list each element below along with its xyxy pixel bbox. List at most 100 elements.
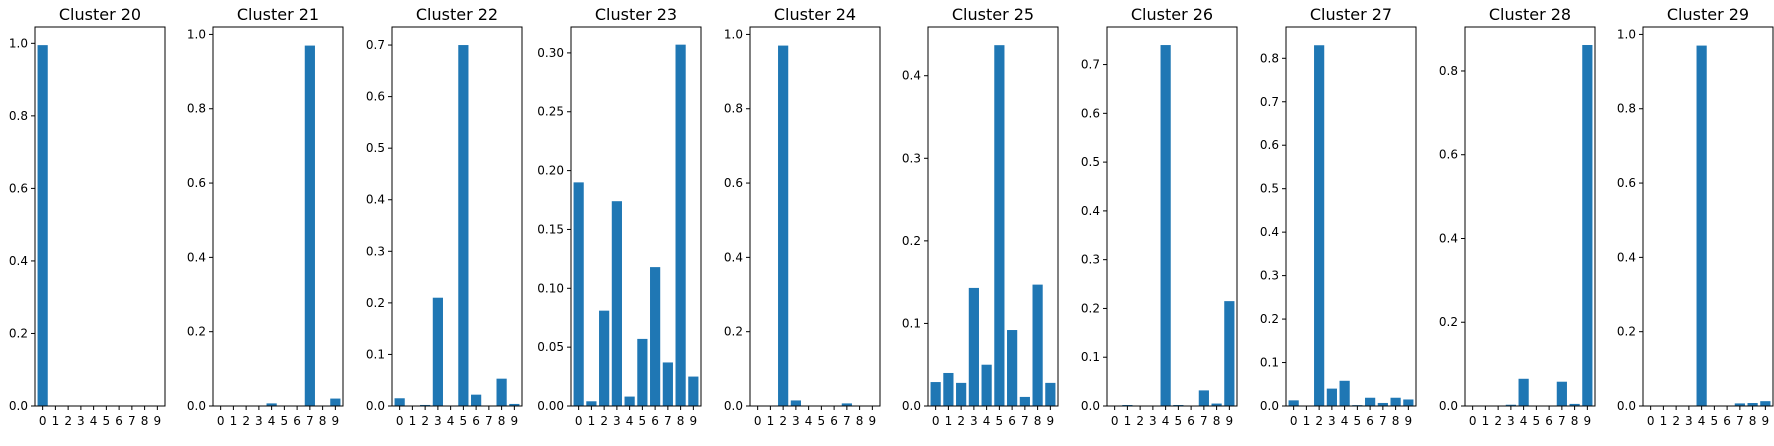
x-tick-label: 3	[1685, 414, 1693, 428]
chart-panel-8: Cluster 28 0 1 2 3 4 5 6 7 8 9 0.0 0.2 0.4 0.6 0.8	[1439, 5, 1596, 428]
bar-4	[624, 396, 635, 406]
bar-3	[611, 201, 622, 406]
y-tick-label: 0.6	[1260, 138, 1279, 152]
bar-4	[1160, 45, 1171, 407]
y-tick-label: 0.7	[1260, 95, 1279, 109]
x-tick-label: 4	[90, 414, 98, 428]
y-tick-label: 0.6	[1439, 148, 1458, 162]
chart-panel-4: Cluster 24 0 1 2 3 4 5 6 7 8 9 0.0 0.2 0.4 0.6 0.8 1.0	[724, 5, 881, 428]
y-tick-label: 0.0	[724, 399, 743, 413]
x-tick-label: 5	[996, 414, 1004, 428]
chart-title: Cluster 25	[952, 5, 1034, 24]
bar-9	[1403, 399, 1414, 406]
axes-frame	[1106, 26, 1238, 407]
bar-7	[841, 403, 852, 406]
x-tick-label: 5	[281, 414, 289, 428]
x-tick-label: 6	[1545, 414, 1553, 428]
bar-4	[981, 364, 992, 406]
x-tick-label: 2	[1494, 414, 1502, 428]
bar-8	[1211, 403, 1222, 406]
bar-7	[662, 362, 673, 406]
x-tick-label: 7	[1736, 414, 1744, 428]
x-tick-label: 6	[293, 414, 301, 428]
x-tick-label: 5	[818, 414, 826, 428]
x-tick-label: 2	[600, 414, 608, 428]
x-tick-label: 3	[255, 414, 263, 428]
x-tick-label: 6	[472, 414, 480, 428]
bar-9	[330, 398, 341, 406]
y-tick-label: 1.0	[724, 27, 743, 41]
y-tick-label: 0.30	[537, 46, 564, 60]
bar-6	[1007, 330, 1018, 406]
bar-9	[1582, 45, 1593, 406]
x-tick-label: 9	[1762, 414, 1770, 428]
x-tick-label: 1	[1303, 414, 1311, 428]
x-tick-label: 7	[485, 414, 493, 428]
chart-panel-0: Cluster 20 0 1 2 3 4 5 6 7 8 9 0.0 0.2 0.4 0.6 0.8 1.0	[9, 5, 166, 428]
x-tick-label: 8	[141, 414, 149, 428]
chart-panel-3: Cluster 23 0 1 2 3 4 5 6 7 8 9 0.00 0.05 0.10 0.15 0.20…	[537, 5, 702, 428]
y-tick-label: 0.3	[1081, 253, 1100, 267]
bar-6	[1365, 397, 1376, 406]
x-tick-label: 1	[1124, 414, 1132, 428]
x-tick-label: 7	[1200, 414, 1208, 428]
x-tick-label: 0	[1111, 414, 1119, 428]
chart-title: Cluster 27	[1310, 5, 1392, 24]
y-tick-label: 0.8	[1260, 51, 1279, 65]
x-tick-label: 4	[1520, 414, 1528, 428]
axes-frame	[927, 26, 1059, 407]
x-tick-label: 2	[779, 414, 787, 428]
x-tick-label: 7	[664, 414, 672, 428]
y-tick-label: 0.2	[366, 296, 385, 310]
bar-9	[1045, 382, 1056, 406]
x-tick-label: 2	[1672, 414, 1680, 428]
x-tick-label: 8	[319, 414, 327, 428]
chart-title: Cluster 26	[1131, 5, 1213, 24]
x-tick-label: 7	[1379, 414, 1387, 428]
x-tick-label: 7	[1021, 414, 1029, 428]
x-tick-label: 9	[1047, 414, 1055, 428]
y-tick-label: 0.5	[1260, 182, 1279, 196]
bar-2	[420, 404, 431, 406]
bar-9	[688, 376, 699, 406]
chart-panel-2: Cluster 22 0 1 2 3 4 5 6 7 8 9 0.0 0.1 0.2 0.3 0.4 0.5 0.…	[366, 5, 523, 428]
x-tick-label: 5	[1533, 414, 1541, 428]
y-tick-label: 0.2	[1617, 325, 1636, 339]
x-tick-label: 6	[115, 414, 123, 428]
x-tick-label: 0	[754, 414, 762, 428]
x-tick-label: 9	[1405, 414, 1413, 428]
y-tick-label: 0.25	[537, 105, 564, 119]
y-tick-label: 0.0	[1617, 399, 1636, 413]
y-tick-label: 1.0	[9, 36, 28, 50]
bar-9	[1760, 401, 1771, 406]
x-tick-label: 2	[1315, 414, 1323, 428]
y-tick-label: 0.2	[1260, 312, 1279, 326]
bar-7	[304, 45, 315, 406]
chart-panel-1: Cluster 21 0 1 2 3 4 5 6 7 8 9 0.0 0.2 0.4 0.6 0.8 1.0	[187, 5, 344, 428]
chart-title: Cluster 21	[237, 5, 319, 24]
x-tick-label: 4	[1162, 414, 1170, 428]
y-tick-label: 0.1	[1081, 350, 1100, 364]
x-tick-label: 3	[792, 414, 800, 428]
x-tick-label: 8	[498, 414, 506, 428]
x-tick-label: 3	[434, 414, 442, 428]
x-tick-label: 5	[1711, 414, 1719, 428]
bar-0	[573, 182, 584, 406]
chart-panel-7: Cluster 27 0 1 2 3 4 5 6 7 8 9 0.0 0.1 0.2 0.3 0.4 0.5 0.…	[1260, 5, 1417, 428]
bar-4	[1518, 378, 1529, 406]
bar-8	[1390, 397, 1401, 406]
y-tick-label: 0.10	[537, 281, 564, 295]
x-tick-label: 3	[1149, 414, 1157, 428]
bar-3	[1505, 404, 1516, 406]
x-tick-label: 3	[613, 414, 621, 428]
bar-0	[37, 45, 48, 406]
bar-7	[1556, 381, 1567, 406]
x-tick-label: 4	[447, 414, 455, 428]
bar-3	[432, 297, 443, 406]
axes-frame	[391, 26, 523, 407]
bar-0	[394, 398, 405, 406]
x-tick-label: 4	[983, 414, 991, 428]
y-tick-label: 0.4	[1260, 225, 1279, 239]
y-tick-label: 0.2	[1081, 301, 1100, 315]
bar-3	[790, 400, 801, 406]
